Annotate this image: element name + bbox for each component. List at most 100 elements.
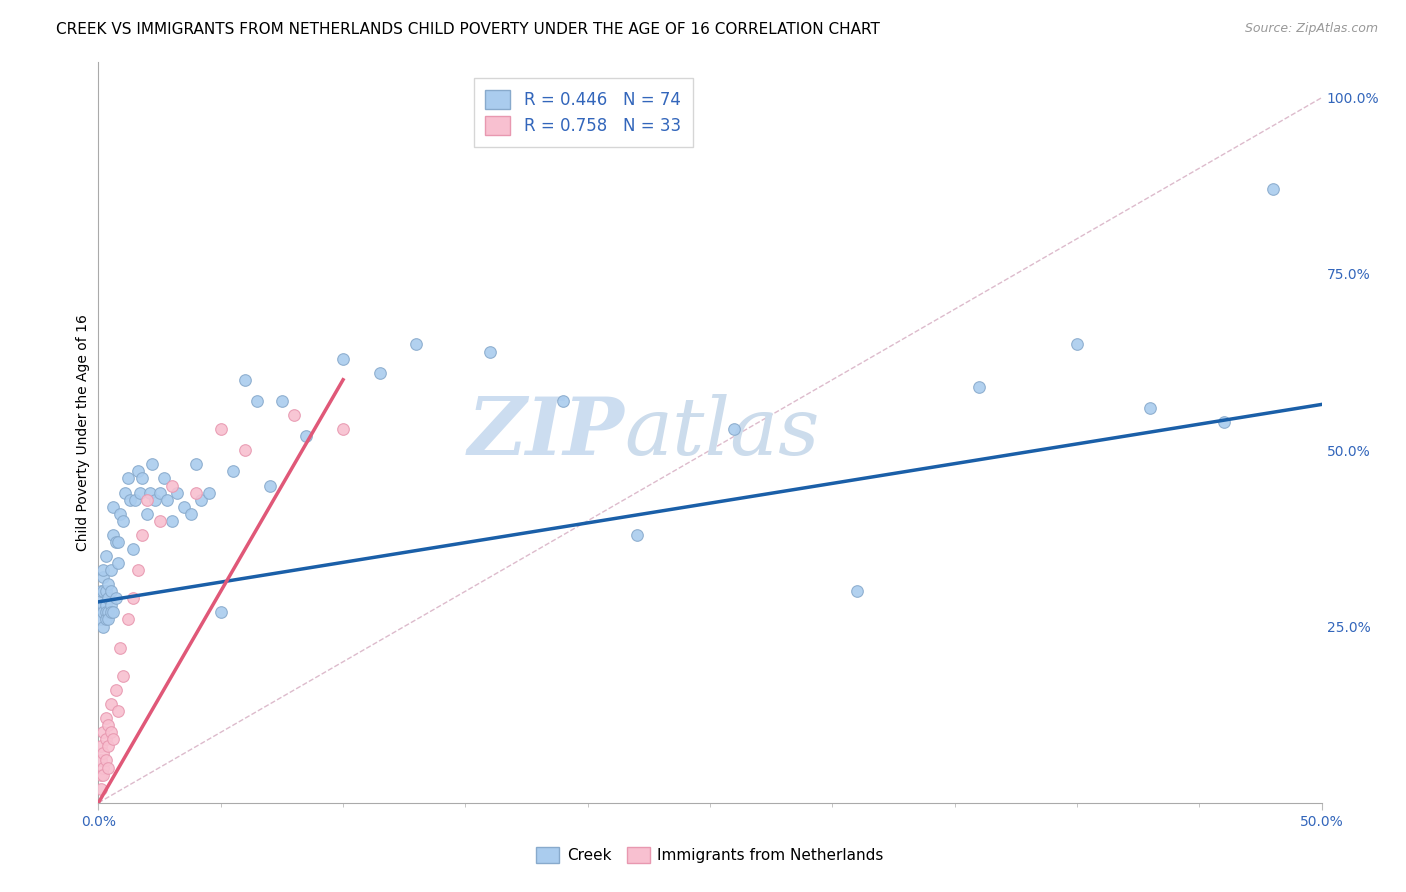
Point — [91, 725, 114, 739]
Point — [104, 535, 127, 549]
Point — [107, 556, 129, 570]
Point — [127, 464, 149, 478]
Point — [104, 591, 127, 606]
Point — [127, 563, 149, 577]
Point — [136, 507, 159, 521]
Point — [180, 507, 202, 521]
Point — [107, 704, 129, 718]
Point — [94, 599, 117, 613]
Point — [332, 351, 354, 366]
Point — [160, 514, 183, 528]
Point — [100, 599, 122, 613]
Point — [90, 781, 112, 796]
Point — [91, 584, 114, 599]
Point — [967, 380, 990, 394]
Point — [100, 725, 122, 739]
Point — [136, 492, 159, 507]
Point — [94, 584, 117, 599]
Point — [186, 485, 208, 500]
Point — [209, 422, 232, 436]
Point — [723, 422, 745, 436]
Point — [1066, 337, 1088, 351]
Point — [166, 485, 188, 500]
Point — [91, 606, 114, 620]
Point — [1139, 401, 1161, 415]
Point — [283, 408, 305, 422]
Point — [90, 754, 112, 768]
Legend: R = 0.446   N = 74, R = 0.758   N = 33: R = 0.446 N = 74, R = 0.758 N = 33 — [474, 78, 693, 146]
Point — [160, 478, 183, 492]
Point — [117, 471, 139, 485]
Point — [101, 606, 124, 620]
Point — [97, 591, 120, 606]
Point — [190, 492, 212, 507]
Point — [139, 485, 162, 500]
Point — [90, 739, 112, 754]
Point — [246, 393, 269, 408]
Point — [90, 606, 112, 620]
Point — [186, 458, 208, 472]
Point — [91, 570, 114, 584]
Point — [107, 535, 129, 549]
Point — [124, 492, 146, 507]
Point — [121, 541, 143, 556]
Point — [405, 337, 427, 351]
Point — [332, 422, 354, 436]
Point — [131, 471, 153, 485]
Point — [91, 599, 114, 613]
Point — [143, 492, 166, 507]
Point — [104, 683, 127, 698]
Point — [156, 492, 179, 507]
Point — [91, 747, 114, 761]
Point — [120, 492, 142, 507]
Y-axis label: Child Poverty Under the Age of 16: Child Poverty Under the Age of 16 — [76, 314, 90, 551]
Point — [94, 549, 117, 563]
Point — [197, 485, 219, 500]
Point — [94, 606, 117, 620]
Point — [97, 612, 120, 626]
Point — [94, 754, 117, 768]
Point — [94, 612, 117, 626]
Point — [90, 767, 112, 781]
Text: atlas: atlas — [624, 394, 820, 471]
Point — [110, 640, 132, 655]
Point — [90, 591, 112, 606]
Point — [90, 612, 112, 626]
Point — [97, 718, 120, 732]
Point — [233, 443, 256, 458]
Point — [149, 514, 172, 528]
Point — [259, 478, 281, 492]
Point — [173, 500, 195, 514]
Point — [91, 563, 114, 577]
Point — [97, 606, 120, 620]
Point — [845, 584, 868, 599]
Point — [91, 619, 114, 633]
Point — [97, 577, 120, 591]
Text: ZIP: ZIP — [468, 394, 624, 471]
Point — [101, 528, 124, 542]
Point — [209, 606, 232, 620]
Point — [111, 514, 134, 528]
Point — [90, 584, 112, 599]
Point — [100, 563, 122, 577]
Point — [149, 485, 172, 500]
Point — [97, 739, 120, 754]
Point — [141, 458, 163, 472]
Point — [368, 366, 391, 380]
Point — [97, 760, 120, 774]
Point — [1212, 415, 1234, 429]
Point — [110, 507, 132, 521]
Point — [101, 732, 124, 747]
Point — [114, 485, 136, 500]
Point — [117, 612, 139, 626]
Text: Source: ZipAtlas.com: Source: ZipAtlas.com — [1244, 22, 1378, 36]
Point — [94, 732, 117, 747]
Point — [111, 669, 134, 683]
Point — [91, 767, 114, 781]
Point — [153, 471, 176, 485]
Point — [553, 393, 575, 408]
Point — [100, 584, 122, 599]
Point — [121, 591, 143, 606]
Point — [100, 697, 122, 711]
Point — [626, 528, 648, 542]
